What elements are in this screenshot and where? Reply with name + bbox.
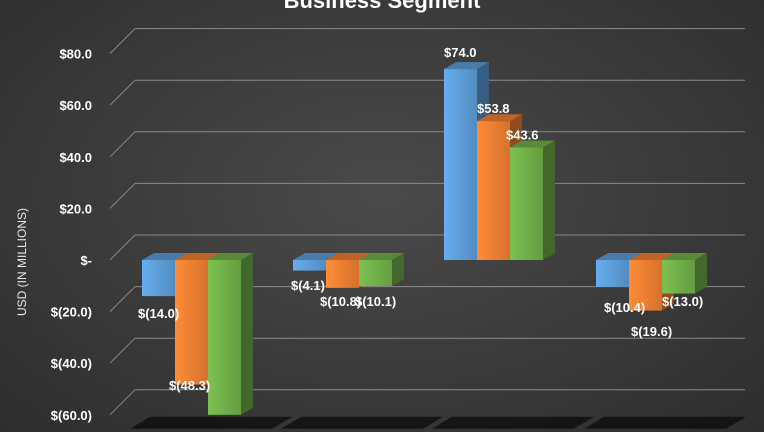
bar-top — [510, 140, 555, 148]
data-label: $74.0 — [444, 45, 477, 60]
bar-top — [596, 253, 641, 260]
data-label: $(10.1) — [355, 294, 396, 309]
data-label: $(10.4) — [604, 300, 645, 315]
y-tick-label: $- — [80, 253, 92, 268]
bar-side — [543, 140, 555, 260]
bar — [293, 260, 326, 271]
bar — [208, 260, 241, 415]
gridline — [109, 389, 745, 416]
floor-shadow — [584, 416, 746, 429]
bar-top — [477, 114, 522, 122]
bar-top — [175, 253, 220, 260]
bar-top — [293, 253, 338, 260]
bar-side — [241, 253, 253, 415]
gridline — [109, 337, 745, 364]
bar — [510, 147, 543, 260]
y-tick-label: $(60.0) — [51, 408, 92, 423]
data-label: $(14.0) — [138, 306, 179, 321]
data-label: $(10.8) — [320, 294, 361, 309]
bar-top — [326, 253, 371, 260]
bar — [629, 260, 662, 311]
gridline — [109, 28, 745, 54]
bar-top — [629, 253, 674, 260]
y-tick-label: $80.0 — [59, 47, 92, 62]
bar — [359, 260, 392, 287]
gridline — [109, 79, 745, 106]
y-tick-label: $(40.0) — [51, 356, 92, 371]
data-label: $(48.3) — [169, 378, 210, 393]
data-label: $(13.0) — [662, 294, 703, 309]
data-label: $(4.1) — [291, 278, 325, 293]
bar-top — [662, 253, 707, 260]
gridline — [109, 182, 745, 209]
chart-title: Business Segment — [283, 0, 481, 13]
bar-top — [444, 62, 489, 70]
data-label: $53.8 — [477, 101, 510, 116]
y-tick-label: $(20.0) — [51, 305, 92, 320]
gridline — [109, 286, 745, 312]
bar-top — [142, 253, 187, 260]
bar-side — [392, 253, 404, 287]
y-tick-label: $40.0 — [59, 150, 92, 165]
bar — [477, 121, 510, 260]
y-tick-label: $20.0 — [59, 201, 92, 216]
bar — [326, 260, 359, 288]
bar — [596, 260, 629, 287]
bar-top — [208, 253, 253, 260]
bar — [175, 260, 208, 385]
bar-side — [695, 253, 707, 294]
y-tick-label: $60.0 — [59, 98, 92, 113]
gridline — [109, 131, 745, 158]
data-label: $(19.6) — [631, 324, 672, 339]
floor-shadow — [130, 416, 292, 429]
data-label: $43.6 — [506, 128, 539, 143]
bar — [444, 69, 477, 260]
floor-shadow — [281, 416, 443, 429]
bar-top — [359, 253, 404, 260]
bar — [662, 260, 695, 294]
bar — [142, 260, 175, 297]
floor-shadow — [432, 416, 594, 429]
